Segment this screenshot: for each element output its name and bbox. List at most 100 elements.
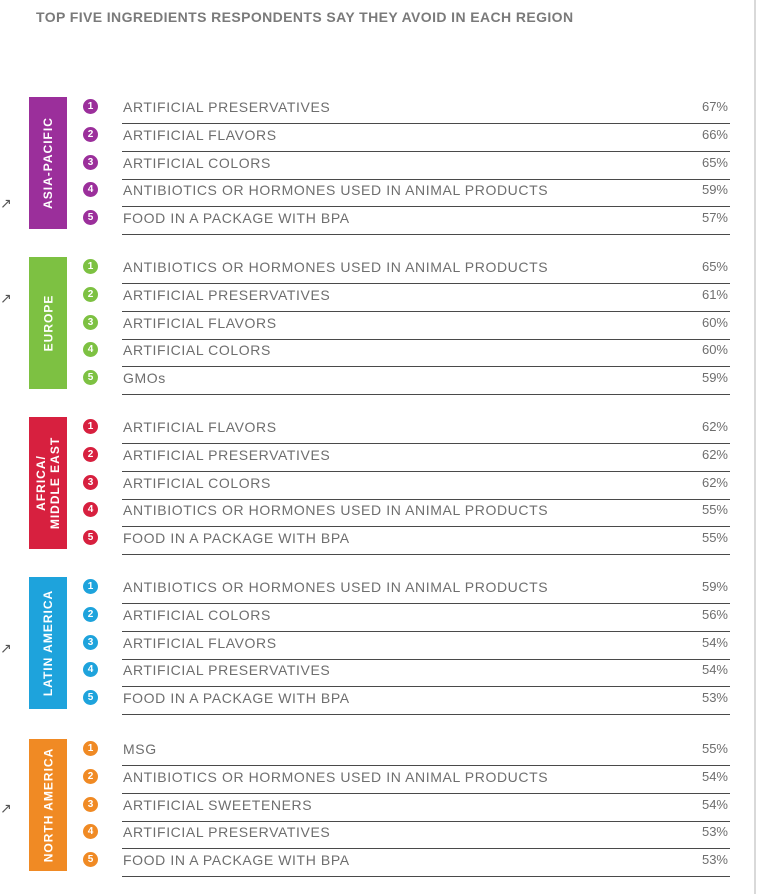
ingredient-row: 5 FOOD IN A PACKAGE WITH BPA 53% — [80, 688, 730, 716]
rank-badge: 3 — [83, 474, 98, 490]
rank-badge: 1 — [83, 741, 98, 756]
rank-badge: 1 — [83, 419, 98, 434]
rank-badge: 5 — [83, 852, 98, 868]
rank-badge: 4 — [83, 662, 98, 678]
ingredient-name: ARTIFICIAL COLORS — [123, 474, 271, 491]
margin-arrow-icon: ↗ — [0, 640, 12, 656]
row-underline — [122, 234, 730, 236]
rank-badge: 2 — [83, 126, 98, 142]
ingredient-row: 2 ARTIFICIAL COLORS 56% — [80, 605, 730, 632]
ingredient-name: ARTIFICIAL PRESERVATIVES — [123, 824, 331, 841]
region-label-text: ASIA-PACIFIC — [41, 117, 55, 209]
ingredient-name: ANTIBIOTICS OR HORMONES USED IN ANIMAL P… — [123, 579, 549, 595]
ingredient-name: ANTIBIOTICS OR HORMONES USED IN ANIMAL P… — [123, 182, 549, 199]
margin-arrow-icon: ↗ — [0, 800, 12, 816]
ingredient-name: ARTIFICIAL SWEETENERS — [123, 796, 313, 813]
region-label: NORTH AMERICA — [29, 739, 67, 871]
ingredient-name: FOOD IN A PACKAGE WITH BPA — [123, 852, 350, 869]
row-underline — [122, 150, 730, 152]
ingredient-name: FOOD IN A PACKAGE WITH BPA — [123, 210, 350, 227]
rank-badge: 1 — [83, 259, 98, 274]
ingredient-name: ARTIFICIAL FLAVORS — [123, 126, 277, 143]
region-label: AFRICA/ MIDDLE EAST — [29, 417, 67, 549]
ingredient-percent: 65% — [701, 259, 728, 274]
rank-badge: 4 — [83, 182, 98, 198]
row-underline — [122, 123, 730, 124]
row-underline — [122, 283, 730, 284]
ingredient-percent: 60% — [701, 342, 728, 358]
ingredient-percent: 54% — [701, 662, 728, 678]
ingredient-percent: 54% — [701, 796, 728, 812]
rank-badge: 2 — [83, 286, 98, 302]
ingredient-percent: 55% — [701, 502, 728, 518]
ingredient-percent: 66% — [701, 126, 728, 142]
ingredient-name: ARTIFICIAL COLORS — [123, 154, 271, 171]
ingredient-percent: 56% — [701, 606, 728, 622]
row-underline — [122, 603, 730, 604]
rank-badge: 2 — [83, 606, 98, 622]
ingredient-name: ARTIFICIAL COLORS — [123, 342, 271, 359]
ingredient-row: 5 FOOD IN A PACKAGE WITH BPA 53% — [80, 850, 730, 878]
ingredient-row: 2 ARTIFICIAL FLAVORS 66% — [80, 125, 730, 152]
ingredient-row: 4 ANTIBIOTICS OR HORMONES USED IN ANIMAL … — [80, 180, 730, 208]
ingredient-percent: 62% — [701, 419, 728, 434]
region-block: AFRICA/ MIDDLE EAST 1 ARTIFICIAL FLAVORS 62… — [0, 417, 760, 557]
row-underline — [122, 630, 730, 632]
row-underline — [122, 366, 730, 368]
ingredient-row: 3 ARTIFICIAL COLORS 62% — [80, 473, 730, 500]
rank-badge: 3 — [83, 314, 98, 330]
ingredient-row: 4 ANTIBIOTICS OR HORMONES USED IN ANIMAL … — [80, 500, 730, 528]
ingredient-name: ARTIFICIAL FLAVORS — [123, 314, 277, 331]
row-underline — [122, 876, 730, 878]
ingredient-percent: 67% — [701, 99, 728, 114]
ingredient-name: ANTIBIOTICS OR HORMONES USED IN ANIMAL P… — [123, 502, 549, 519]
ingredient-percent: 57% — [701, 210, 728, 226]
rank-badge: 1 — [83, 99, 98, 114]
row-underline — [122, 470, 730, 472]
region-label-text: NORTH AMERICA — [41, 747, 55, 863]
ingredient-row: 3 ARTIFICIAL FLAVORS 60% — [80, 313, 730, 340]
rank-badge: 5 — [83, 370, 98, 386]
ingredient-name: ARTIFICIAL FLAVORS — [123, 634, 277, 651]
row-underline — [122, 714, 730, 716]
ingredient-percent: 54% — [701, 768, 728, 784]
margin-arrow-icon: ↗ — [0, 290, 12, 306]
ingredient-row: 1 ARTIFICIAL PRESERVATIVES 67% — [80, 97, 730, 124]
ingredient-row: 1 MSG 55% — [80, 739, 730, 766]
row-underline — [122, 554, 730, 556]
region-block: EUROPE 1 ANTIBIOTICS OR HORMONES USED IN A… — [0, 257, 760, 397]
ingredient-name: ANTIBIOTICS OR HORMONES USED IN ANIMAL P… — [123, 768, 549, 785]
ingredient-row: 2 ARTIFICIAL PRESERVATIVES 61% — [80, 285, 730, 312]
ingredient-row: 3 ARTIFICIAL FLAVORS 54% — [80, 633, 730, 660]
ingredient-percent: 55% — [701, 530, 728, 546]
ingredient-name: ARTIFICIAL COLORS — [123, 606, 271, 623]
ingredient-row: 3 ARTIFICIAL SWEETENERS 54% — [80, 795, 730, 822]
row-underline — [122, 820, 730, 822]
row-underline — [122, 443, 730, 444]
ingredient-percent: 53% — [701, 852, 728, 868]
ingredient-row: 1 ANTIBIOTICS OR HORMONES USED IN ANIMAL … — [80, 577, 730, 604]
ingredient-row: 3 ARTIFICIAL COLORS 65% — [80, 153, 730, 180]
ingredient-row: 5 FOOD IN A PACKAGE WITH BPA 55% — [80, 528, 730, 556]
ingredient-name: ARTIFICIAL PRESERVATIVES — [123, 286, 331, 303]
ingredient-row: 5 FOOD IN A PACKAGE WITH BPA 57% — [80, 208, 730, 236]
row-underline — [122, 765, 730, 766]
rank-badge: 2 — [83, 768, 98, 784]
ingredient-row: 2 ANTIBIOTICS OR HORMONES USED IN ANIMAL … — [80, 767, 730, 794]
rank-badge: 4 — [83, 502, 98, 518]
ingredient-row: 4 ARTIFICIAL PRESERVATIVES 54% — [80, 660, 730, 688]
ingredient-percent: 54% — [701, 634, 728, 650]
rank-badge: 4 — [83, 824, 98, 840]
region-label-text: AFRICA/ MIDDLE EAST — [34, 436, 62, 530]
row-underline — [122, 848, 730, 850]
region-block: NORTH AMERICA 1 MSG 55% 2 ANTIBIOTICS OR HORM… — [0, 739, 760, 879]
row-underline — [122, 658, 730, 660]
ingredient-percent: 62% — [701, 446, 728, 462]
ingredient-name: MSG — [123, 741, 157, 757]
ingredient-row: 1 ANTIBIOTICS OR HORMONES USED IN ANIMAL … — [80, 257, 730, 284]
ingredient-name: FOOD IN A PACKAGE WITH BPA — [123, 530, 350, 547]
rank-badge: 3 — [83, 634, 98, 650]
region-block: ASIA-PACIFIC 1 ARTIFICIAL PRESERVATIVES 67%… — [0, 97, 760, 237]
region-label: LATIN AMERICA — [29, 577, 67, 709]
row-underline — [122, 310, 730, 312]
